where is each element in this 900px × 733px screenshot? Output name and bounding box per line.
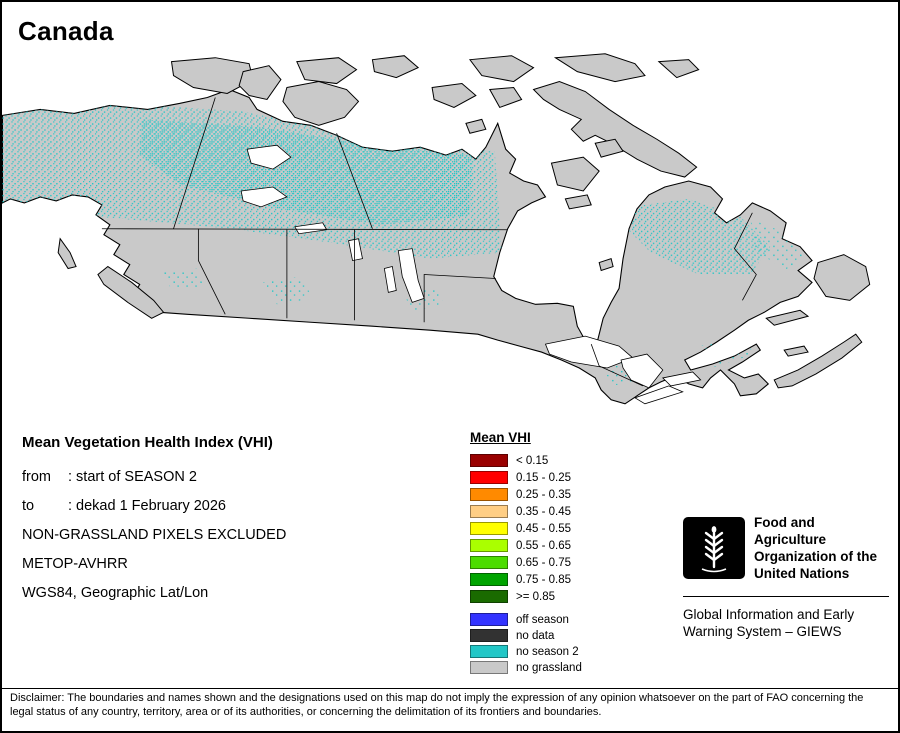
legend-item: 0.25 - 0.35 (470, 488, 582, 501)
info-label: from (22, 469, 51, 485)
info-row-to: to : dekad 1 February 2026 (22, 492, 286, 521)
legend-swatch (470, 522, 508, 535)
fao-header: Food and Agriculture Organization of the… (683, 514, 889, 582)
legend-label: no grassland (516, 661, 582, 674)
legend-title: Mean VHI (470, 430, 531, 445)
legend: Mean VHI < 0.15 0.15 - 0.25 0.25 - 0.35 … (470, 430, 582, 677)
legend-swatch (470, 645, 508, 658)
map-info-block: Mean Vegetation Health Index (VHI) from:… (22, 434, 286, 608)
legend-swatch (470, 505, 508, 518)
legend-swatch (470, 556, 508, 569)
legend-item: 0.75 - 0.85 (470, 573, 582, 586)
legend-label: 0.25 - 0.35 (516, 488, 571, 501)
info-value: : dekad 1 February 2026 (68, 498, 226, 514)
legend-item: no data (470, 629, 582, 642)
legend-swatch (470, 613, 508, 626)
legend-swatch (470, 590, 508, 603)
legend-label: 0.55 - 0.65 (516, 539, 571, 552)
legend-swatch (470, 573, 508, 586)
legend-extra-group: off season no data no season 2 no grassl… (470, 613, 582, 674)
info-label: to (22, 498, 35, 514)
vhi-heading: Mean Vegetation Health Index (VHI) (22, 434, 273, 451)
info-row-projection: WGS84, Geographic Lat/Lon (22, 579, 286, 608)
legend-swatch (470, 454, 508, 467)
fao-block: Food and Agriculture Organization of the… (683, 514, 889, 640)
info-row-sensor: METOP-AVHRR (22, 550, 286, 579)
legend-item: >= 0.85 (470, 590, 582, 603)
info-value: : start of SEASON 2 (68, 469, 197, 485)
legend-label: off season (516, 613, 569, 626)
legend-label: 0.35 - 0.45 (516, 505, 571, 518)
legend-label: < 0.15 (516, 454, 549, 467)
legend-label: no season 2 (516, 645, 579, 658)
legend-swatch (470, 488, 508, 501)
legend-item: 0.45 - 0.55 (470, 522, 582, 535)
legend-item: < 0.15 (470, 454, 582, 467)
legend-swatch (470, 471, 508, 484)
legend-label: 0.15 - 0.25 (516, 471, 571, 484)
info-row-from: from : start of SEASON 2 (22, 463, 286, 492)
legend-label: 0.45 - 0.55 (516, 522, 571, 535)
legend-swatch (470, 539, 508, 552)
info-label: METOP-AVHRR (22, 556, 128, 572)
disclaimer-text: Disclaimer: The boundaries and names sho… (10, 692, 864, 718)
legend-item: 0.65 - 0.75 (470, 556, 582, 569)
legend-label: 0.75 - 0.85 (516, 573, 571, 586)
fao-logo (683, 517, 745, 579)
info-label: WGS84, Geographic Lat/Lon (22, 585, 209, 601)
legend-label: 0.65 - 0.75 (516, 556, 571, 569)
giews-name: Global Information and Early Warning Sys… (683, 607, 855, 639)
info-label: NON-GRASSLAND PIXELS EXCLUDED (22, 527, 287, 543)
lakes (240, 144, 702, 405)
legend-item: 0.35 - 0.45 (470, 505, 582, 518)
legend-swatch (470, 629, 508, 642)
fao-org-name: Food and Agriculture Organization of the… (754, 515, 877, 581)
legend-item: 0.55 - 0.65 (470, 539, 582, 552)
legend-item: no grassland (470, 661, 582, 674)
fao-separator (683, 596, 889, 597)
legend-label: no data (516, 629, 555, 642)
footer-divider (2, 688, 898, 689)
map-title: Canada (18, 16, 114, 46)
legend-swatch (470, 661, 508, 674)
wheat-ear-icon (683, 517, 745, 579)
legend-item: no season 2 (470, 645, 582, 658)
legend-label: >= 0.85 (516, 590, 556, 603)
info-row-pixels: NON-GRASSLAND PIXELS EXCLUDED (22, 521, 286, 550)
province-borders (101, 97, 757, 387)
legend-item: off season (470, 613, 582, 626)
arctic-and-coastal-islands (57, 53, 871, 389)
legend-item: 0.15 - 0.25 (470, 471, 582, 484)
